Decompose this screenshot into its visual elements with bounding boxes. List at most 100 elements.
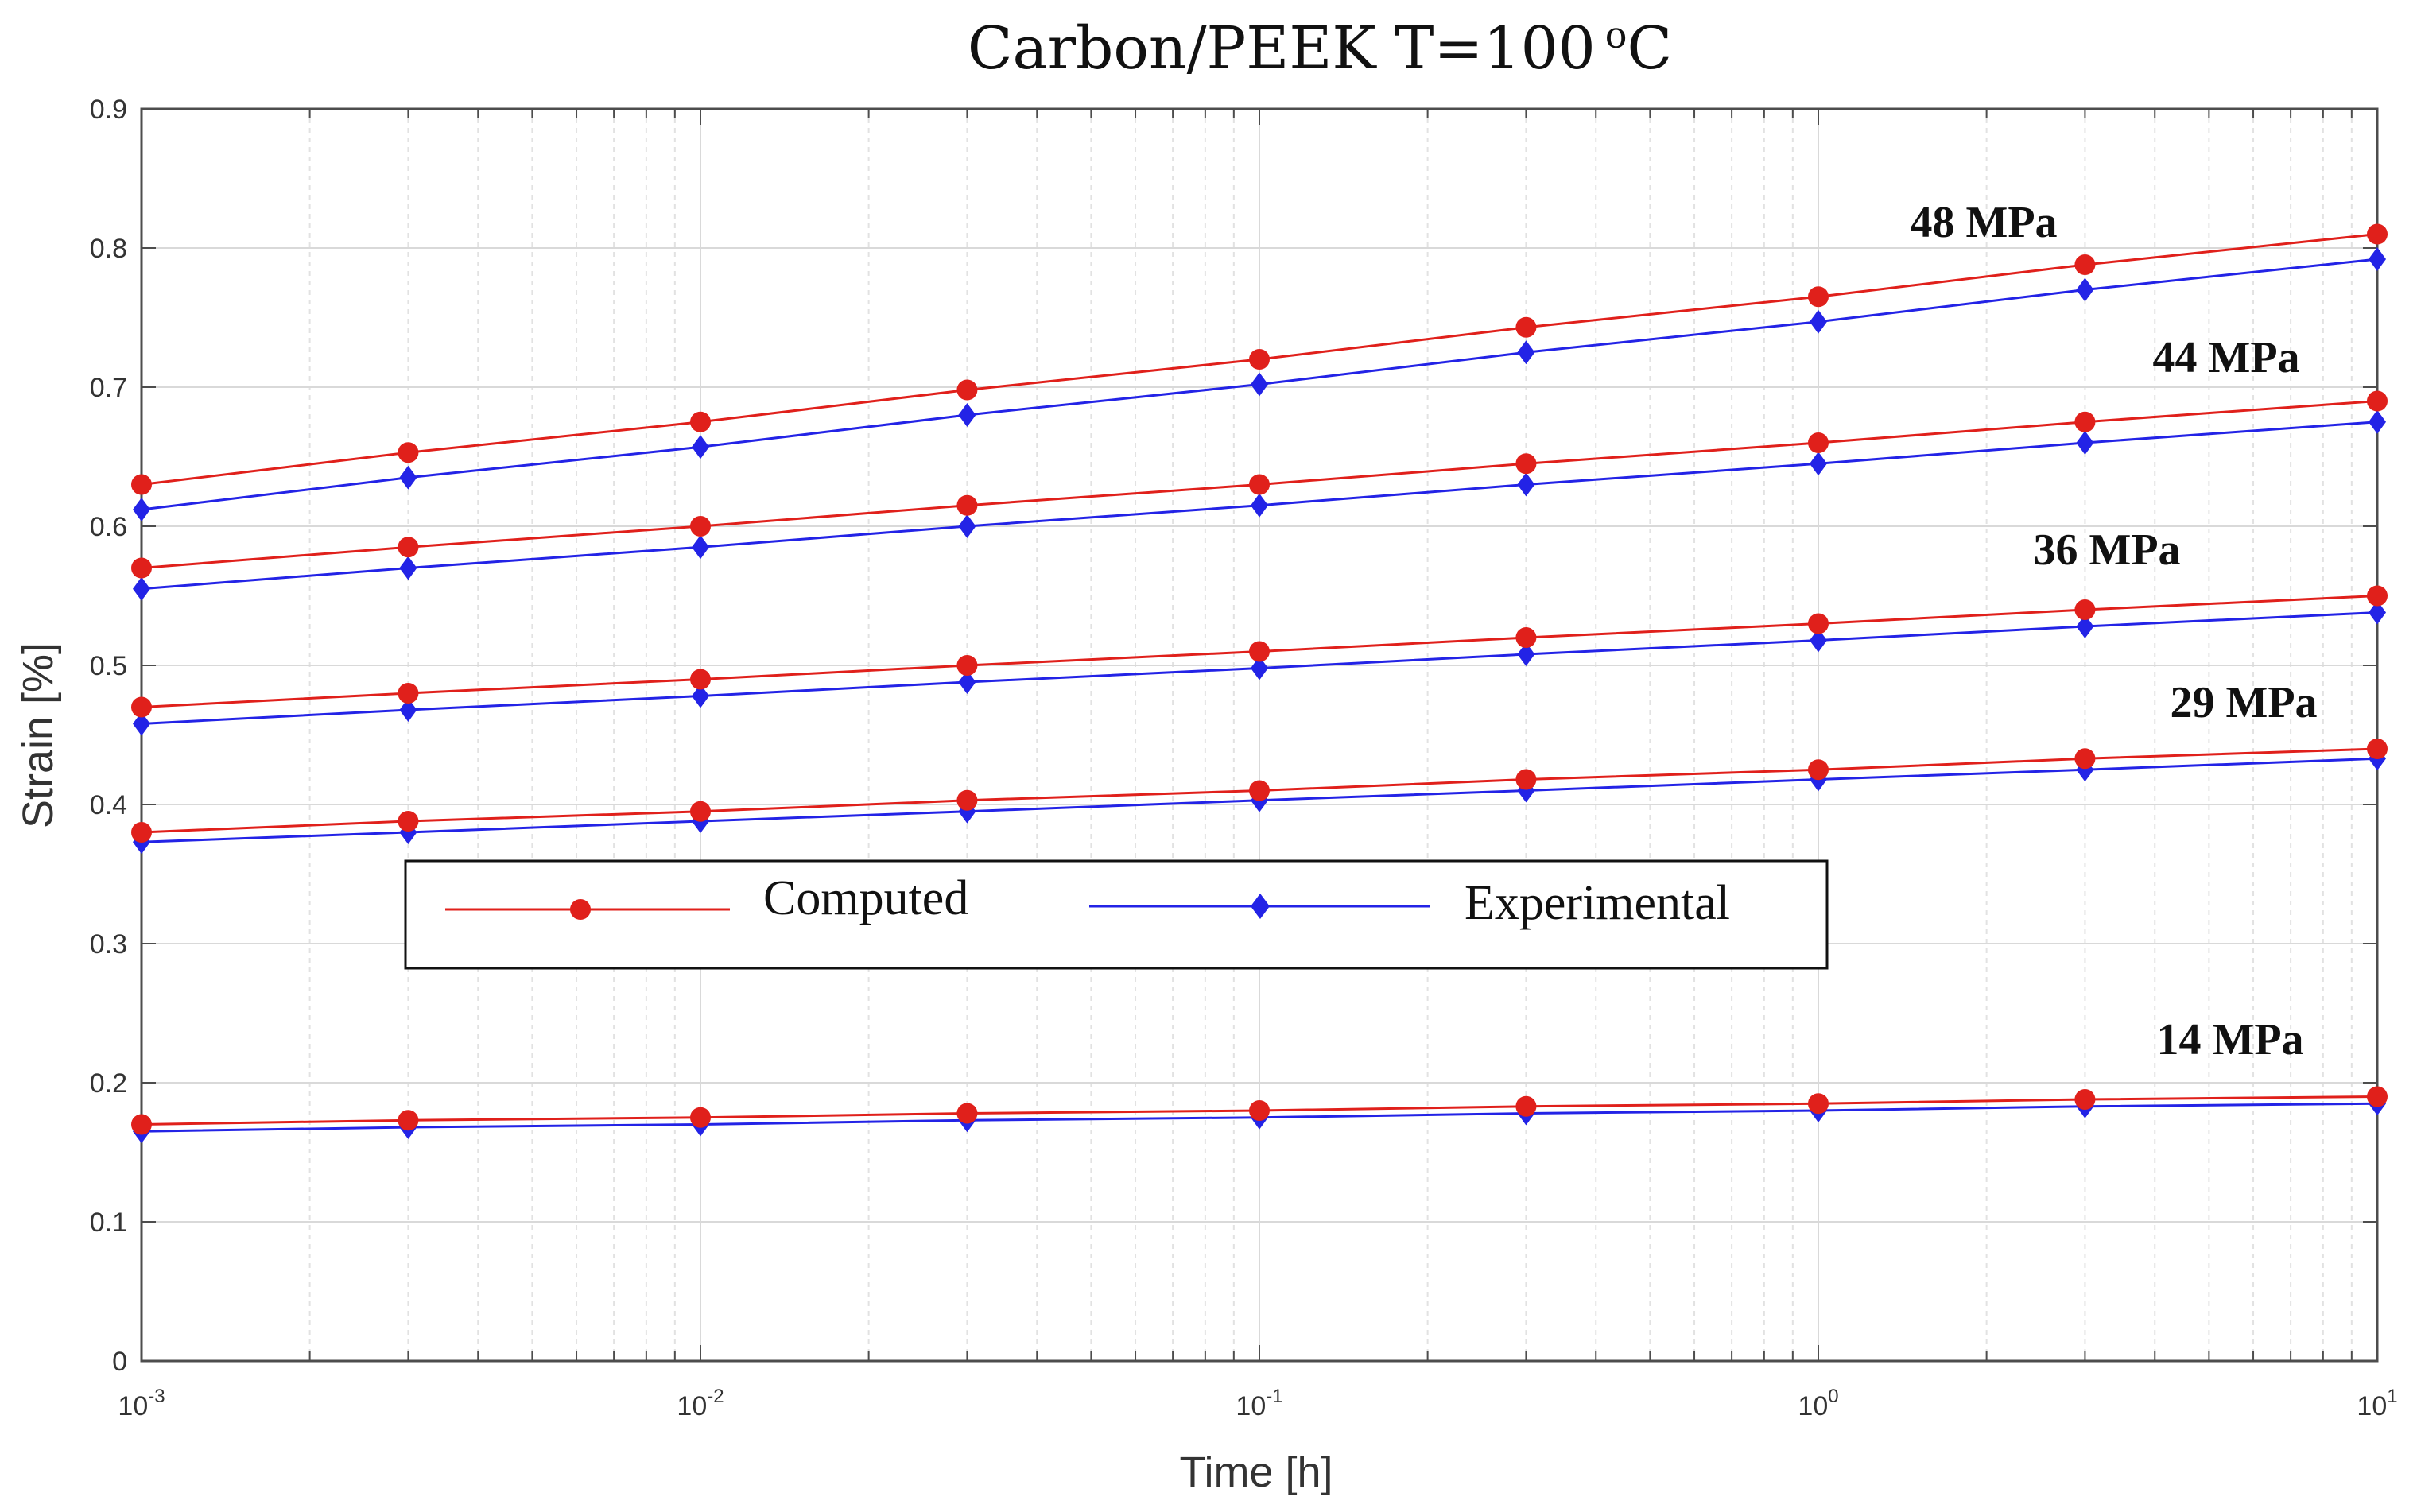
y-tick-label: 0.1 (90, 1208, 127, 1238)
experimental-point (958, 403, 976, 427)
computed-point (2367, 1086, 2388, 1107)
experimental-point (133, 576, 150, 601)
legend-experimental-marker (1251, 894, 1270, 919)
series-label-48-mpa: 48 MPa (1910, 198, 2057, 247)
computed-point (398, 811, 419, 832)
computed-point (398, 683, 419, 704)
experimental-point (1251, 493, 1268, 518)
experimental-point (2076, 277, 2094, 302)
computed-point (1515, 453, 1537, 475)
minor-grid (308, 109, 2353, 1361)
y-tick-label: 0.6 (90, 512, 127, 542)
computed-point (2367, 739, 2388, 759)
computed-point (690, 516, 711, 537)
computed-point (1249, 474, 1270, 495)
experimental-point (1810, 628, 1827, 653)
computed-point (690, 1107, 711, 1128)
computed-point (1808, 613, 1829, 634)
x-tick-label: 10-1 (1236, 1386, 1282, 1421)
computed-point (131, 696, 152, 718)
y-tick-label: 0.4 (90, 790, 127, 820)
computed-point (2074, 1089, 2096, 1110)
computed-point (131, 822, 152, 843)
x-axis-ticks: 10-3 10-2 10-1 100 101 (118, 109, 2398, 1421)
computed-point (1515, 1095, 1537, 1117)
y-tick-label: 0.3 (90, 929, 127, 960)
x-tick-label: 100 (1798, 1386, 1838, 1421)
computed-point (690, 411, 711, 432)
y-axis-ticks: 0 0.1 0.2 0.3 0.4 0.5 0.6 0.7 0.8 0.9 (90, 95, 2377, 1377)
legend-experimental-label: Experimental (1465, 876, 1730, 930)
series-layer (131, 223, 2388, 1144)
series-label-layer: 48 MPa 44 MPa 36 MPa 29 MPa 14 MPa (1910, 198, 2317, 1064)
experimental-point (692, 535, 709, 560)
experimental-point (1517, 472, 1535, 497)
computed-point (956, 789, 978, 811)
computed-point (1249, 1100, 1270, 1121)
x-axis-label: Time [h] (1179, 1448, 1333, 1496)
computed-point (2074, 411, 2096, 432)
experimental-point (2369, 247, 2386, 271)
x-tick-label: 10-3 (118, 1386, 165, 1421)
series-label-14-mpa: 14 MPa (2156, 1015, 2303, 1064)
computed-point (1808, 1093, 1829, 1115)
experimental-point (1810, 452, 1827, 476)
computed-point (1515, 627, 1537, 648)
y-tick-label: 0 (112, 1347, 127, 1377)
computed-point (1515, 769, 1537, 790)
experimental-point (2076, 431, 2094, 455)
computed-point (956, 494, 978, 516)
computed-point (2367, 223, 2388, 245)
computed-point (131, 1114, 152, 1135)
experimental-point (958, 670, 976, 694)
computed-point (2367, 585, 2388, 607)
y-tick-label: 0.8 (90, 234, 127, 264)
computed-point (1249, 641, 1270, 662)
y-tick-label: 0.7 (90, 373, 127, 403)
computed-point (1249, 780, 1270, 801)
legend-computed-label: Computed (763, 871, 968, 925)
computed-point (690, 669, 711, 690)
experimental-point (1517, 340, 1535, 365)
legend: Computed Experimental (404, 859, 1829, 970)
computed-point (2074, 254, 2096, 275)
computed-point (1808, 759, 1829, 781)
computed-point (2074, 599, 2096, 620)
experimental-point (2369, 409, 2386, 434)
series-label-44-mpa: 44 MPa (2152, 333, 2299, 382)
computed-point (690, 801, 711, 822)
computed-point (1515, 316, 1537, 338)
computed-point (2074, 748, 2096, 770)
experimental-point (399, 556, 417, 580)
experimental-point (2076, 614, 2094, 638)
y-tick-label: 0.9 (90, 95, 127, 125)
chart-title: Carbon/PEEK T=100 oC (968, 14, 1672, 83)
series-label-29-mpa: 29 MPa (2170, 678, 2317, 727)
computed-point (398, 537, 419, 558)
y-tick-label: 0.2 (90, 1068, 127, 1099)
computed-point (398, 442, 419, 463)
experimental-point (958, 514, 976, 538)
computed-point (2367, 390, 2388, 412)
computed-point (956, 1103, 978, 1124)
computed-point (131, 557, 152, 579)
x-tick-label: 101 (2357, 1386, 2397, 1421)
experimental-point (1251, 656, 1268, 680)
computed-point (956, 379, 978, 401)
series-label-36-mpa: 36 MPa (2033, 525, 2180, 575)
x-tick-label: 10-2 (677, 1386, 724, 1421)
legend-box (404, 859, 1829, 970)
computed-point (956, 655, 978, 676)
computed-point (1808, 432, 1829, 453)
experimental-point (1517, 642, 1535, 666)
computed-point (131, 474, 152, 495)
y-axis-label: Strain [%] (14, 642, 62, 828)
y-tick-label: 0.5 (90, 651, 127, 681)
experimental-point (2369, 600, 2386, 625)
computed-point (1249, 349, 1270, 370)
experimental-point (692, 684, 709, 708)
experimental-point (399, 698, 417, 722)
legend-computed-marker (570, 899, 591, 920)
experimental-point (399, 465, 417, 490)
